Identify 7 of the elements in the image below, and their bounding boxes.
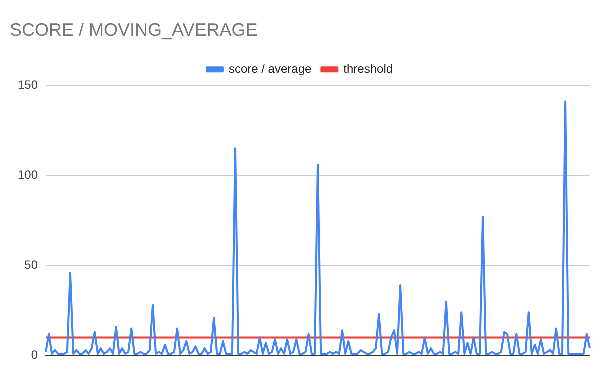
y-tick-label: 150 [18, 78, 38, 92]
chart-title: SCORE / MOVING_AVERAGE [10, 20, 258, 40]
y-tick-label: 0 [31, 348, 38, 362]
legend-label: threshold [344, 62, 394, 76]
y-tick-label: 100 [18, 168, 38, 182]
y-tick-label: 50 [24, 258, 38, 272]
legend-label: score / average [228, 62, 312, 76]
